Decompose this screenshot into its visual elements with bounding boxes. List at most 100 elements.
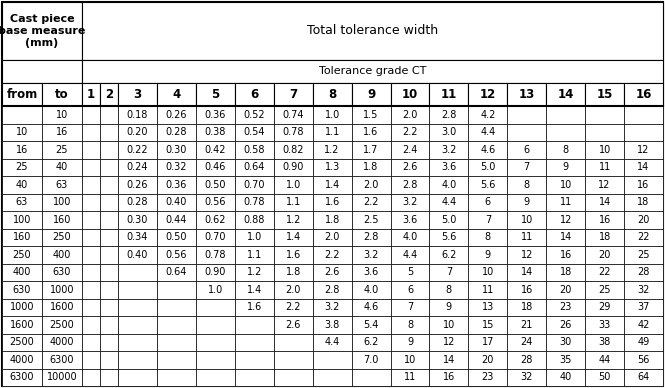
Bar bbox=[390, 83, 430, 106]
Bar bbox=[585, 246, 624, 263]
Bar bbox=[624, 281, 663, 298]
Bar bbox=[430, 316, 468, 334]
Text: 630: 630 bbox=[53, 267, 71, 277]
Bar bbox=[42, 141, 82, 159]
Text: 1600: 1600 bbox=[10, 320, 35, 330]
Text: 0.46: 0.46 bbox=[205, 162, 226, 172]
Text: 0.74: 0.74 bbox=[283, 110, 304, 120]
Text: 10000: 10000 bbox=[47, 372, 77, 382]
Text: 1.0: 1.0 bbox=[247, 232, 262, 242]
Bar bbox=[274, 176, 313, 194]
Bar bbox=[546, 141, 585, 159]
Text: 2.8: 2.8 bbox=[363, 232, 379, 242]
Bar bbox=[390, 246, 430, 263]
Text: 0.42: 0.42 bbox=[205, 145, 226, 155]
Bar bbox=[235, 246, 274, 263]
Bar bbox=[118, 229, 157, 246]
Text: 0.50: 0.50 bbox=[205, 180, 226, 190]
Bar bbox=[2, 246, 42, 263]
Text: 400: 400 bbox=[13, 267, 31, 277]
Text: 16: 16 bbox=[443, 372, 455, 382]
Bar bbox=[546, 194, 585, 211]
Bar bbox=[118, 141, 157, 159]
Bar bbox=[430, 106, 468, 123]
Text: 0.44: 0.44 bbox=[166, 215, 187, 225]
Text: 63: 63 bbox=[16, 197, 28, 207]
Bar bbox=[352, 106, 390, 123]
Bar bbox=[2, 334, 42, 351]
Text: 2.0: 2.0 bbox=[325, 232, 340, 242]
Text: 25: 25 bbox=[56, 145, 68, 155]
Bar bbox=[313, 316, 352, 334]
Text: 4.4: 4.4 bbox=[442, 197, 456, 207]
Text: 1.0: 1.0 bbox=[285, 180, 301, 190]
Bar bbox=[157, 316, 196, 334]
Bar bbox=[157, 83, 196, 106]
Bar bbox=[468, 229, 507, 246]
Bar bbox=[546, 351, 585, 369]
Bar bbox=[313, 194, 352, 211]
Bar bbox=[157, 246, 196, 263]
Bar bbox=[196, 176, 235, 194]
Text: 4: 4 bbox=[172, 88, 180, 101]
Text: 5.4: 5.4 bbox=[363, 320, 379, 330]
Text: 6: 6 bbox=[407, 285, 413, 295]
Text: 0.36: 0.36 bbox=[205, 110, 226, 120]
Bar bbox=[507, 123, 546, 141]
Bar bbox=[274, 83, 313, 106]
Bar bbox=[313, 159, 352, 176]
Text: 0.64: 0.64 bbox=[166, 267, 187, 277]
Text: 40: 40 bbox=[56, 162, 68, 172]
Text: 0.58: 0.58 bbox=[243, 145, 265, 155]
Bar bbox=[274, 123, 313, 141]
Bar bbox=[624, 123, 663, 141]
Text: 1.1: 1.1 bbox=[325, 127, 340, 137]
Bar bbox=[196, 229, 235, 246]
Text: 50: 50 bbox=[598, 372, 610, 382]
Text: 0.18: 0.18 bbox=[127, 110, 148, 120]
Bar bbox=[468, 123, 507, 141]
Text: 0.82: 0.82 bbox=[283, 145, 304, 155]
Bar bbox=[274, 211, 313, 229]
Bar bbox=[235, 334, 274, 351]
Text: 32: 32 bbox=[637, 285, 650, 295]
Text: 0.26: 0.26 bbox=[166, 110, 187, 120]
Bar bbox=[585, 159, 624, 176]
Text: 18: 18 bbox=[559, 267, 572, 277]
Bar bbox=[352, 246, 390, 263]
Bar bbox=[390, 229, 430, 246]
Bar bbox=[235, 229, 274, 246]
Bar bbox=[157, 159, 196, 176]
Bar bbox=[390, 334, 430, 351]
Bar bbox=[196, 194, 235, 211]
Text: 0.50: 0.50 bbox=[166, 232, 187, 242]
Bar bbox=[196, 298, 235, 316]
Bar bbox=[507, 334, 546, 351]
Bar bbox=[624, 106, 663, 123]
Bar bbox=[352, 159, 390, 176]
Bar bbox=[2, 106, 42, 123]
Bar bbox=[468, 106, 507, 123]
Bar bbox=[118, 298, 157, 316]
Bar bbox=[507, 263, 546, 281]
Bar bbox=[196, 123, 235, 141]
Bar bbox=[624, 229, 663, 246]
Bar bbox=[624, 298, 663, 316]
Text: 1.8: 1.8 bbox=[285, 267, 301, 277]
Bar bbox=[430, 369, 468, 386]
Text: 1.8: 1.8 bbox=[325, 215, 340, 225]
Bar bbox=[274, 229, 313, 246]
Text: 12: 12 bbox=[479, 88, 496, 101]
Bar bbox=[157, 334, 196, 351]
Text: 16: 16 bbox=[56, 127, 68, 137]
Bar bbox=[468, 83, 507, 106]
Bar bbox=[157, 123, 196, 141]
Bar bbox=[42, 194, 82, 211]
Text: 14: 14 bbox=[557, 88, 574, 101]
Bar bbox=[274, 106, 313, 123]
Bar bbox=[468, 281, 507, 298]
Text: 3.2: 3.2 bbox=[363, 250, 379, 260]
Text: 1.2: 1.2 bbox=[247, 267, 262, 277]
Bar bbox=[430, 351, 468, 369]
Text: 2.0: 2.0 bbox=[363, 180, 379, 190]
